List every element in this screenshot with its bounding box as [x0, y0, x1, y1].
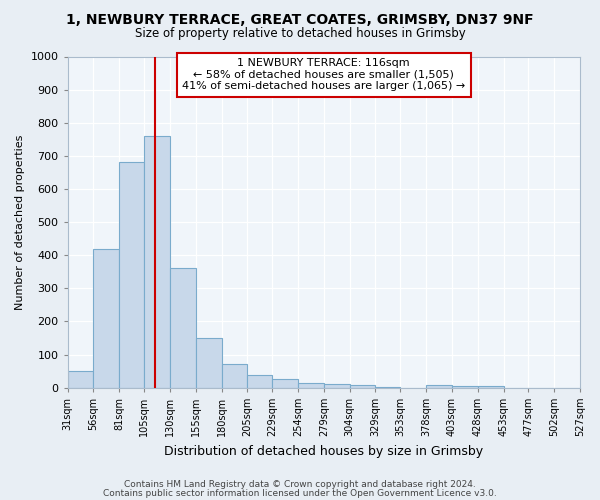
Bar	[196, 338, 221, 388]
Bar	[119, 162, 144, 388]
Bar	[376, 386, 400, 388]
Bar	[452, 386, 478, 388]
Bar	[350, 385, 376, 388]
Y-axis label: Number of detached properties: Number of detached properties	[15, 134, 25, 310]
Bar	[68, 371, 94, 388]
Text: 1 NEWBURY TERRACE: 116sqm
← 58% of detached houses are smaller (1,505)
41% of se: 1 NEWBURY TERRACE: 116sqm ← 58% of detac…	[182, 58, 466, 92]
Bar	[324, 384, 350, 388]
Bar	[221, 364, 247, 388]
Text: Contains public sector information licensed under the Open Government Licence v3: Contains public sector information licen…	[103, 488, 497, 498]
Bar	[478, 386, 503, 388]
Bar	[247, 375, 272, 388]
Bar	[144, 136, 170, 388]
Text: 1, NEWBURY TERRACE, GREAT COATES, GRIMSBY, DN37 9NF: 1, NEWBURY TERRACE, GREAT COATES, GRIMSB…	[66, 12, 534, 26]
Bar	[298, 382, 324, 388]
Bar	[426, 385, 452, 388]
Bar	[94, 248, 119, 388]
Bar	[170, 268, 196, 388]
X-axis label: Distribution of detached houses by size in Grimsby: Distribution of detached houses by size …	[164, 444, 484, 458]
Bar	[272, 378, 298, 388]
Text: Contains HM Land Registry data © Crown copyright and database right 2024.: Contains HM Land Registry data © Crown c…	[124, 480, 476, 489]
Text: Size of property relative to detached houses in Grimsby: Size of property relative to detached ho…	[134, 28, 466, 40]
